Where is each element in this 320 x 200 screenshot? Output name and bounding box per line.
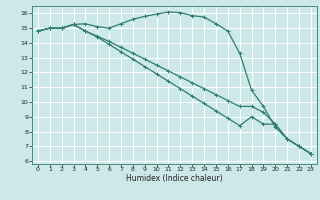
X-axis label: Humidex (Indice chaleur): Humidex (Indice chaleur) [126,174,223,183]
